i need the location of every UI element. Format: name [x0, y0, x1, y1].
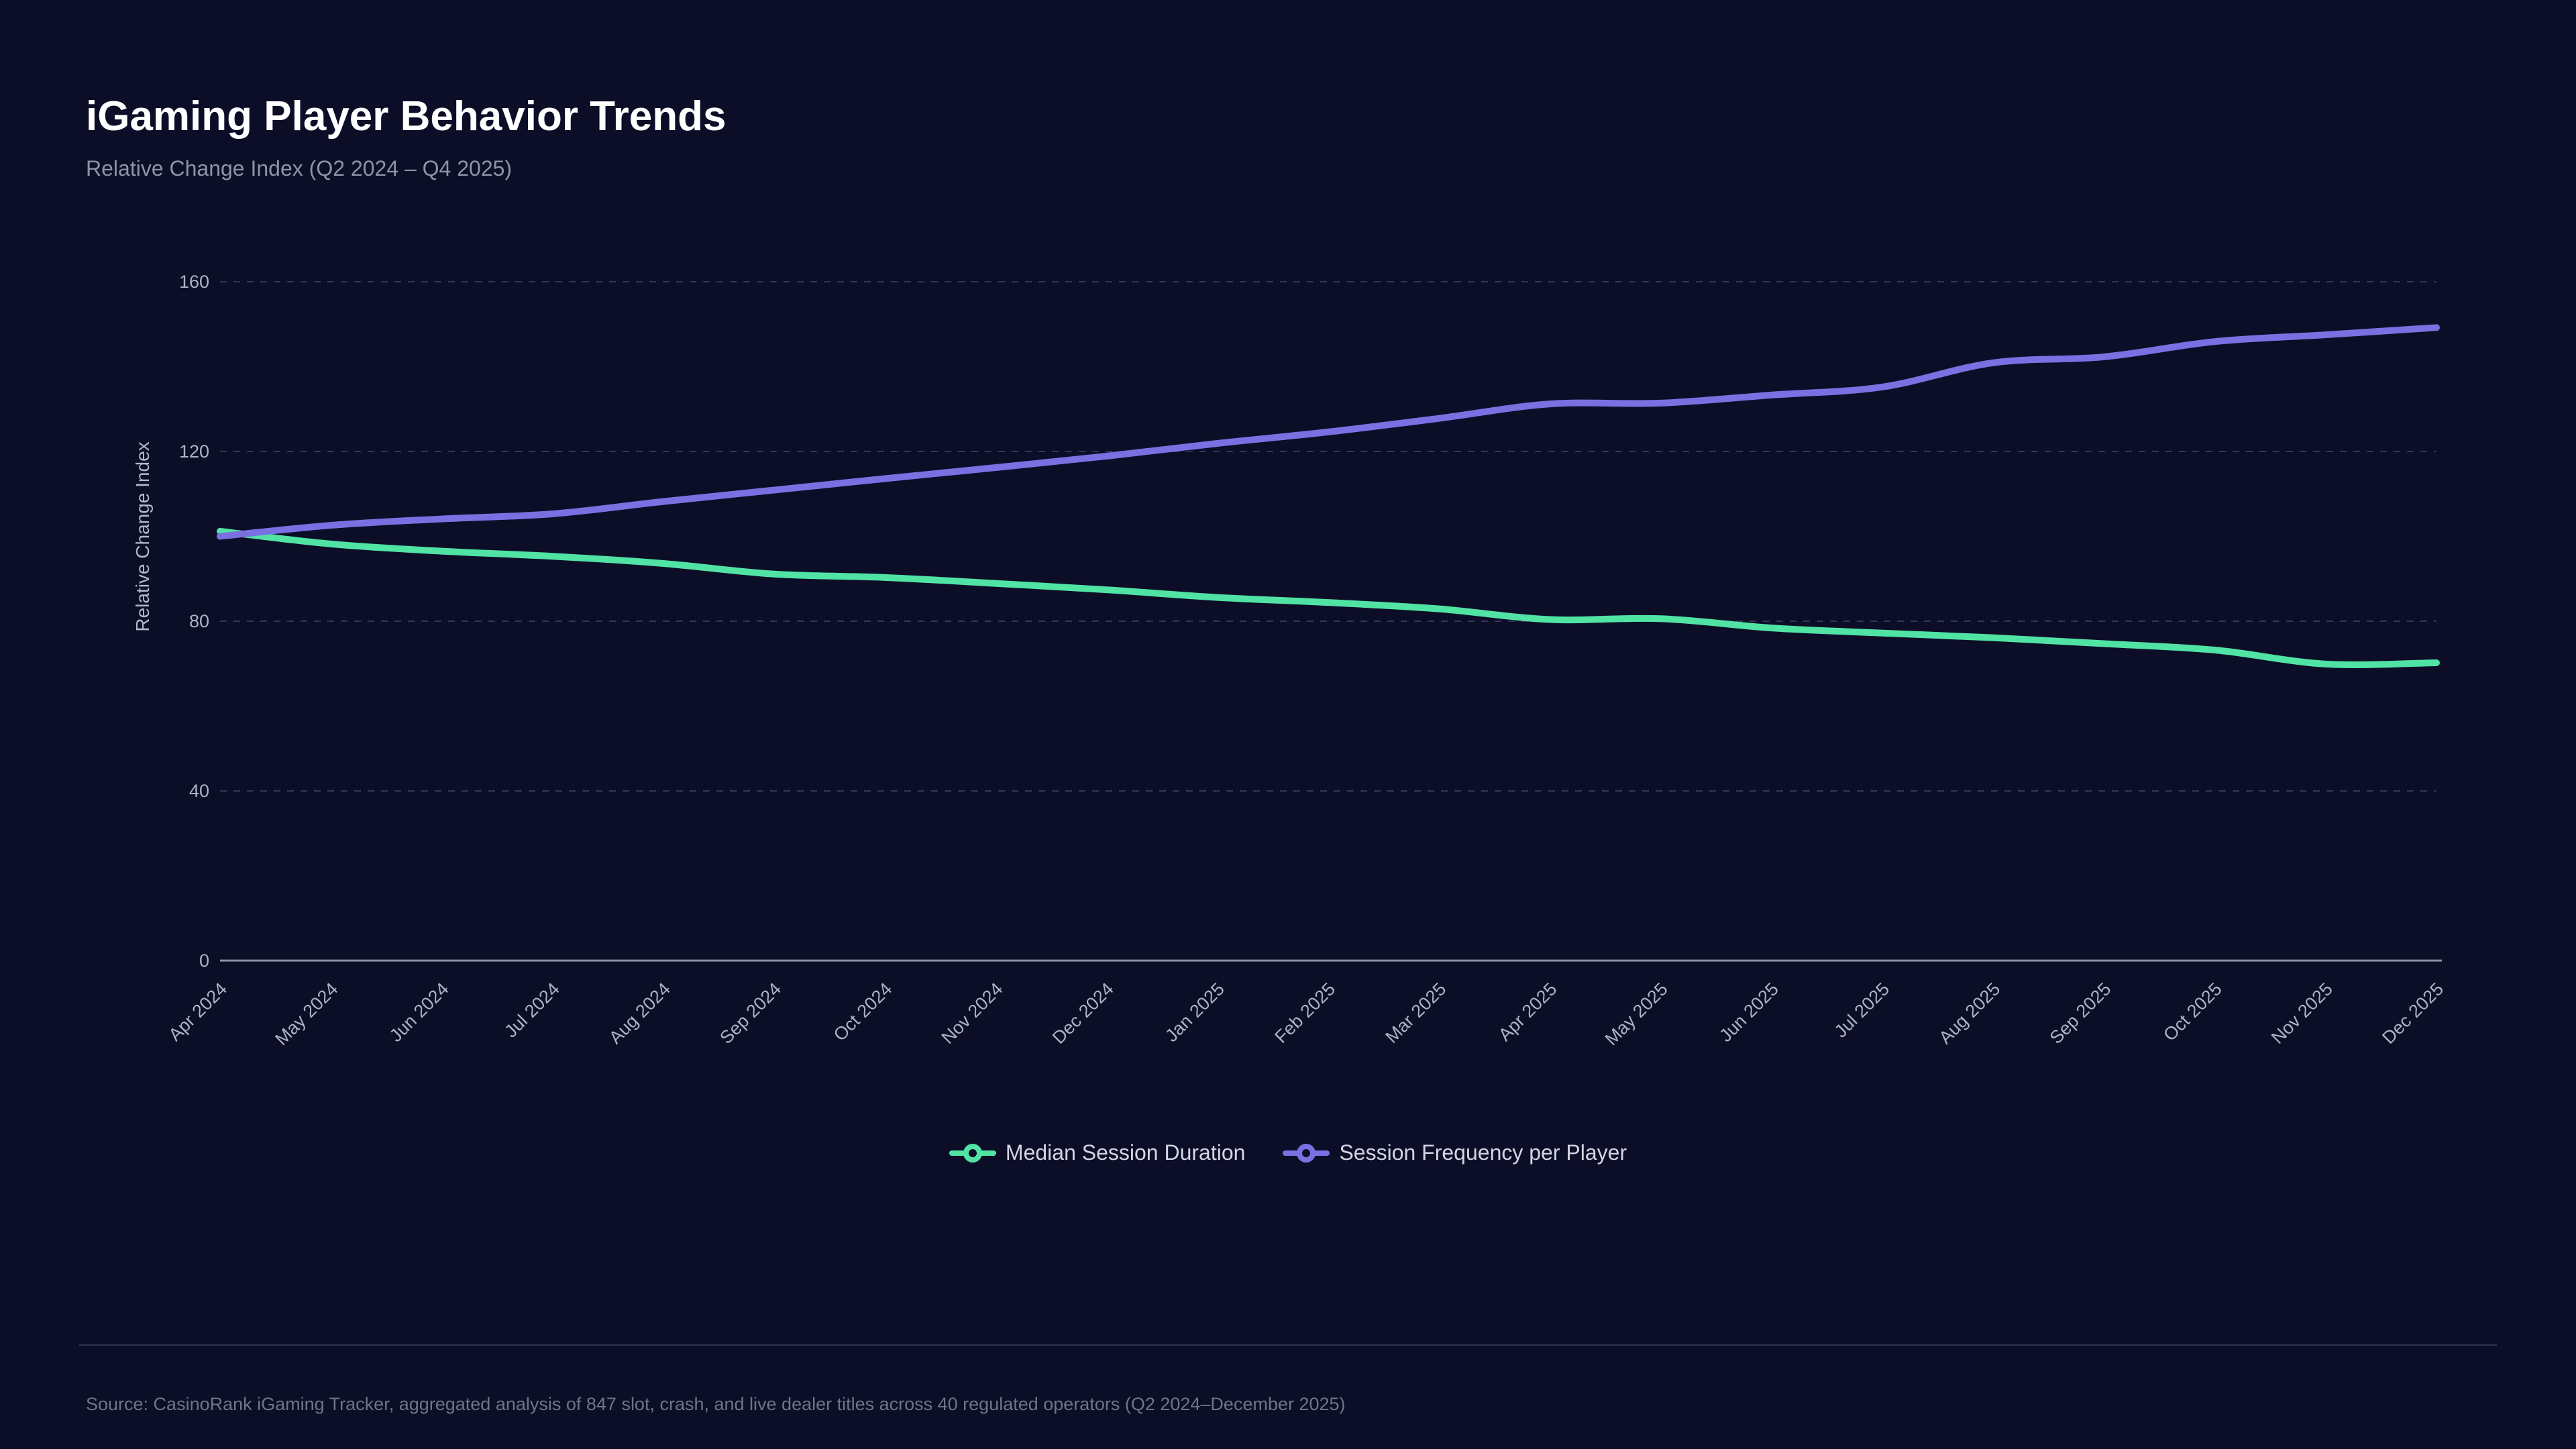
x-tick-label: Jun 2024 — [386, 979, 453, 1046]
x-tick-label: Aug 2024 — [605, 979, 674, 1048]
footer-divider — [79, 1344, 2497, 1346]
legend-item-session-frequency-per-player[interactable]: Session Frequency per Player — [1283, 1140, 1627, 1165]
x-tick-label: Dec 2025 — [2378, 979, 2447, 1048]
legend-label: Session Frequency per Player — [1339, 1140, 1627, 1165]
x-tick-label: May 2024 — [271, 979, 341, 1049]
x-tick-label: Dec 2024 — [1049, 979, 1118, 1048]
x-tick-label: Nov 2024 — [938, 979, 1007, 1048]
legend-marker-ring — [1297, 1143, 1316, 1163]
legend-marker-ring — [963, 1143, 982, 1163]
x-tick-label: Oct 2025 — [2159, 979, 2226, 1045]
series-line-session-frequency-per-player — [217, 324, 2440, 540]
x-tick-label: Apr 2024 — [165, 979, 231, 1045]
y-axis-title: Relative Change Index — [132, 441, 153, 631]
y-tick-label: 0 — [199, 951, 209, 971]
x-tick-label: Mar 2025 — [1382, 979, 1450, 1047]
x-tick-label: Nov 2025 — [2267, 979, 2337, 1048]
x-tick-label: Aug 2025 — [1935, 979, 2004, 1048]
x-tick-label: Apr 2025 — [1495, 979, 1561, 1045]
x-tick-label: Jan 2025 — [1161, 979, 1228, 1046]
x-tick-label: Oct 2024 — [830, 979, 896, 1045]
chart-header: iGaming Player Behavior Trends Relative … — [86, 93, 726, 181]
source-note: Source: CasinoRank iGaming Tracker, aggr… — [86, 1394, 1346, 1414]
x-tick-label: Feb 2025 — [1271, 979, 1339, 1047]
legend-line-marker-icon — [949, 1142, 996, 1164]
y-tick-label: 120 — [179, 441, 209, 462]
x-tick-label: Sep 2025 — [2046, 979, 2115, 1048]
x-tick-label: Sep 2024 — [716, 979, 785, 1048]
series-line-median-session-duration — [217, 527, 2440, 668]
x-tick-label: May 2025 — [1601, 979, 1672, 1049]
x-tick-label: Jul 2025 — [1831, 979, 1893, 1041]
legend-label: Median Session Duration — [1005, 1140, 1246, 1165]
y-tick-label: 160 — [179, 272, 209, 292]
legend-item-median-session-duration[interactable]: Median Session Duration — [949, 1140, 1246, 1165]
x-tick-label: Jul 2024 — [500, 979, 563, 1041]
y-tick-label: 80 — [189, 611, 209, 631]
x-tick-label: Jun 2025 — [1715, 979, 1782, 1046]
y-tick-label: 40 — [189, 781, 209, 801]
legend-line-marker-icon — [1283, 1142, 1330, 1164]
chart-legend: Median Session Duration Session Frequency… — [0, 1140, 2576, 1165]
page-title: iGaming Player Behavior Trends — [86, 93, 727, 140]
chart-subtitle: Relative Change Index (Q2 2024 – Q4 2025… — [86, 156, 513, 180]
